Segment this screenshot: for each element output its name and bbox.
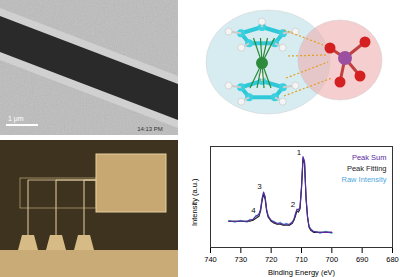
svg-text:2: 2 [291, 200, 296, 209]
svg-text:710: 710 [295, 255, 308, 264]
svg-text:Peak Sum: Peak Sum [352, 153, 387, 162]
svg-text:700: 700 [326, 255, 339, 264]
svg-text:690: 690 [356, 255, 369, 264]
svg-text:Raw Intensity: Raw Intensity [341, 175, 386, 184]
svg-text:720: 720 [265, 255, 278, 264]
svg-text:740: 740 [204, 255, 217, 264]
svg-text:680: 680 [386, 255, 399, 264]
svg-text:14:13 PM: 14:13 PM [137, 126, 163, 132]
svg-text:1 μm: 1 μm [8, 115, 24, 123]
html-text:Intensity (a.u.): Intensity (a.u.) [190, 178, 199, 226]
svg-text:1: 1 [297, 148, 302, 157]
svg-text:Peak Fitting: Peak Fitting [347, 164, 387, 173]
svg-text:3: 3 [257, 182, 262, 191]
svg-text:4: 4 [251, 206, 256, 215]
svg-text:730: 730 [235, 255, 248, 264]
svg-text:Binding Energy (eV): Binding Energy (eV) [268, 268, 336, 277]
